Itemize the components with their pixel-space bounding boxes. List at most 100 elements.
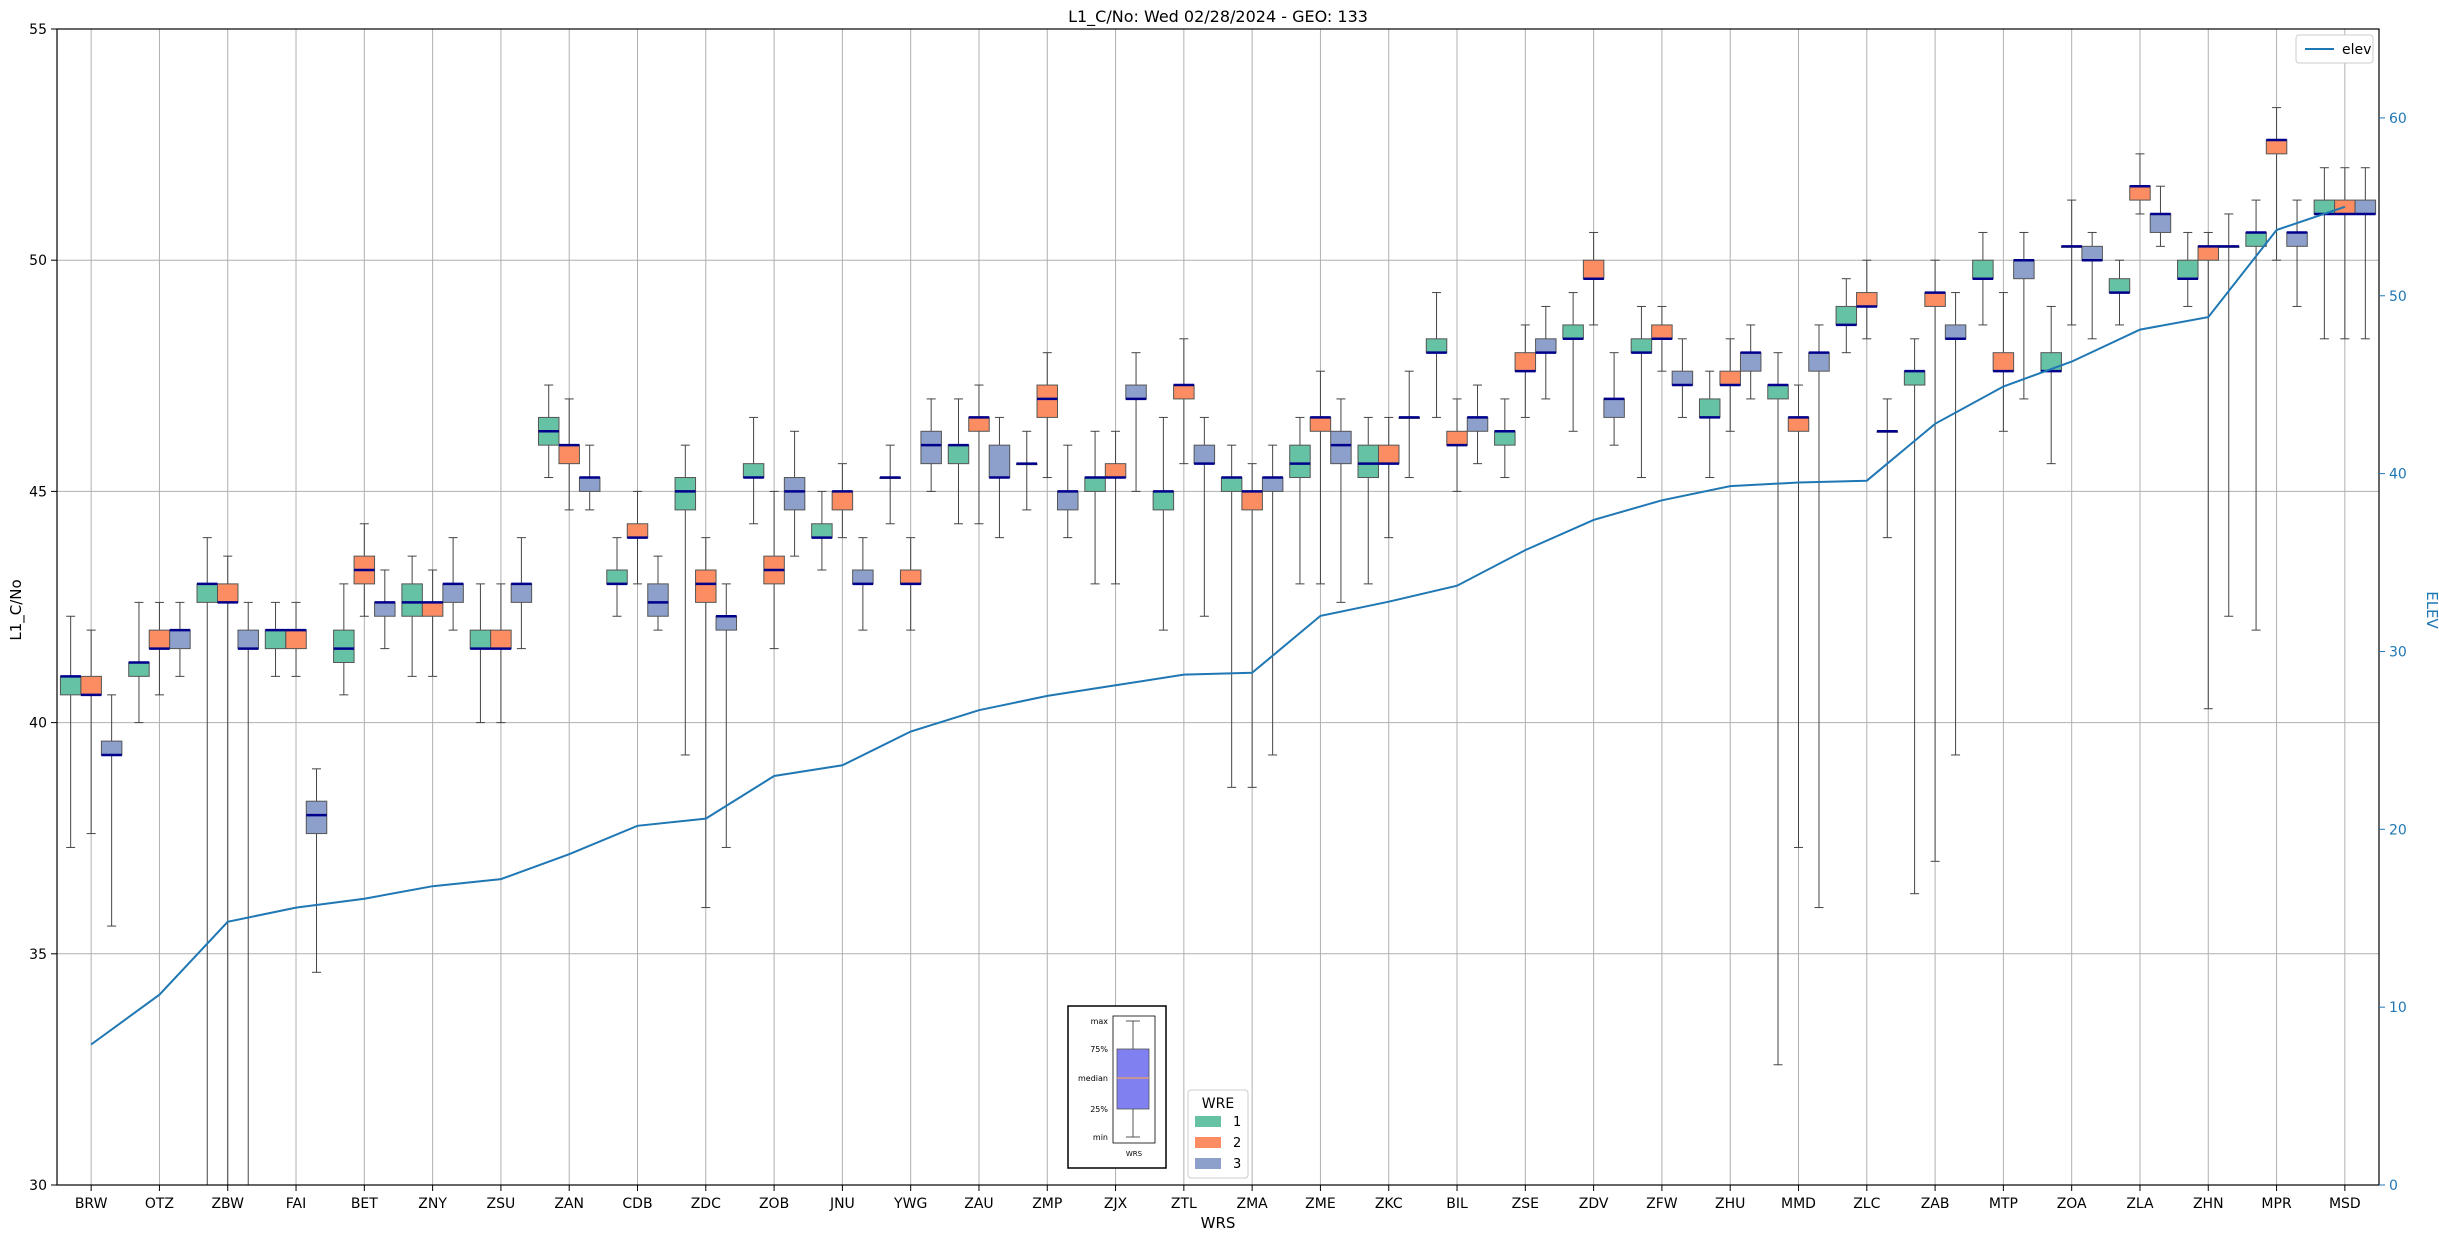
box-wre-3 — [783, 477, 806, 511]
x-tick-label: ZHU — [1715, 1196, 1745, 1212]
plot-frame — [56, 28, 2380, 1186]
box-wre-2 — [1514, 352, 1537, 372]
box-wre-3 — [1193, 444, 1216, 465]
elev-legend: elev — [2295, 34, 2374, 64]
box-wre-1 — [1425, 338, 1448, 354]
x-tick-label: ZDC — [691, 1196, 721, 1212]
y2-tick-label: 60 — [2389, 111, 2407, 127]
x-tick-label: MSD — [2329, 1196, 2361, 1212]
box-wre-2 — [1241, 490, 1263, 511]
box-wre-2 — [1582, 259, 1605, 280]
x-tick-label: BET — [351, 1196, 378, 1212]
box-wre-2 — [695, 569, 717, 603]
x-tick-label: ZKC — [1375, 1196, 1403, 1212]
box-wre-1 — [947, 444, 970, 465]
box-wre-2 — [490, 629, 512, 650]
x-tick-label: YWG — [893, 1196, 927, 1212]
box-wre-2 — [216, 583, 239, 603]
key-q3-label: 75% — [1090, 1045, 1108, 1054]
box-wre-3 — [442, 583, 464, 603]
box-wre-2 — [626, 523, 649, 539]
x-tick-label: MPR — [2261, 1196, 2292, 1212]
box-wre-1 — [401, 583, 423, 617]
box-wre-1 — [1767, 384, 1789, 400]
box-wre-2 — [558, 444, 580, 465]
box-wre-1 — [1289, 444, 1311, 479]
box-wre-1 — [674, 477, 697, 511]
y-tick-label: 45 — [29, 484, 47, 500]
box-wre-1 — [2245, 231, 2267, 247]
whiskers-layer — [66, 107, 2370, 1185]
box-wre-1 — [606, 569, 628, 585]
box-wre-3 — [2354, 199, 2377, 215]
key-min-label: min — [1093, 1133, 1108, 1142]
box-wre-3 — [1808, 352, 1830, 372]
y2-tick-label: 40 — [2389, 467, 2407, 483]
x-tick-label: ZMP — [1032, 1196, 1062, 1212]
box-wre-3 — [237, 629, 259, 650]
x-tick-label: ZOB — [759, 1196, 789, 1212]
key-max-label: max — [1091, 1017, 1109, 1026]
box-wre-1 — [811, 523, 833, 539]
x-tick-label: ZMA — [1237, 1196, 1269, 1212]
box-wre-2 — [1309, 416, 1332, 432]
box-wre-2 — [1924, 292, 1946, 307]
box-wre-2 — [1787, 416, 1810, 432]
box-wre-2 — [1104, 463, 1127, 479]
box-wre-2 — [2129, 185, 2151, 201]
box-wre-3 — [169, 629, 191, 650]
x-tick-label: ZSE — [1512, 1196, 1539, 1212]
box-wre-2 — [285, 629, 307, 650]
y-axis-label: L1_C/No — [7, 579, 26, 640]
box-wre-1 — [1494, 430, 1516, 446]
x-axis-label: WRS — [1201, 1214, 1236, 1232]
box-wre-2 — [968, 416, 990, 432]
box-wre-2 — [2265, 139, 2288, 155]
x-tick-label: ZAN — [554, 1196, 584, 1212]
box-wre-1 — [469, 629, 492, 650]
y2-tick-label: 30 — [2389, 644, 2407, 660]
wre-legend-title: WRE — [1202, 1096, 1234, 1112]
box-wre-3 — [715, 615, 738, 631]
wre-label-2: 2 — [1233, 1136, 1241, 1151]
box-wre-3 — [1603, 398, 1625, 418]
x-axis-ticks: BRW OTZ ZBW FAI BET ZNY ZSU ZAN CDB ZDC ZOB JNU YWG Z… — [75, 1185, 2361, 1212]
y2-axis-label: ELEV — [2423, 591, 2439, 629]
x-tick-label: BRW — [75, 1196, 108, 1212]
box-wre-2 — [1036, 384, 1059, 418]
box-wre-2 — [899, 569, 922, 585]
box-wre-1 — [1084, 477, 1106, 492]
box-wre-3 — [578, 477, 601, 492]
elev-legend-label: elev — [2342, 42, 2371, 58]
y-tick-label: 35 — [29, 947, 47, 963]
box-wre-2 — [1856, 292, 1878, 307]
wre-swatch-3 — [1195, 1158, 1221, 1169]
box-wre-3 — [920, 430, 942, 465]
x-tick-label: ZLA — [2126, 1196, 2154, 1212]
x-tick-label: OTZ — [145, 1196, 174, 1212]
x-tick-label: MMD — [1781, 1196, 1816, 1212]
x-tick-label: JNU — [829, 1196, 855, 1212]
y2-tick-label: 10 — [2389, 1000, 2407, 1016]
y-tick-label: 55 — [29, 22, 47, 38]
box-wre-1 — [1152, 490, 1175, 511]
y2-axis-ticks: 0 10 20 30 40 50 60 — [2379, 111, 2407, 1194]
box-wre-3 — [1261, 477, 1284, 492]
box-wre-1 — [59, 675, 82, 696]
box-wre-3 — [2081, 245, 2103, 261]
x-tick-label: CDB — [622, 1196, 652, 1212]
box-wre-3 — [988, 444, 1011, 479]
box-wre-3 — [1739, 352, 1762, 372]
box-wre-2 — [421, 601, 444, 617]
x-tick-label: ZHN — [2193, 1196, 2224, 1212]
box-wre-3 — [100, 740, 123, 756]
box-wre-1 — [196, 583, 218, 603]
y-tick-label: 50 — [29, 253, 47, 269]
box-wre-1 — [742, 463, 765, 479]
y-tick-label: 30 — [29, 1178, 47, 1194]
box-wre-3 — [1330, 430, 1352, 465]
key-x-label: WRS — [1126, 1150, 1143, 1158]
box-wre-3 — [1671, 370, 1694, 386]
wre-label-1: 1 — [1233, 1115, 1241, 1130]
